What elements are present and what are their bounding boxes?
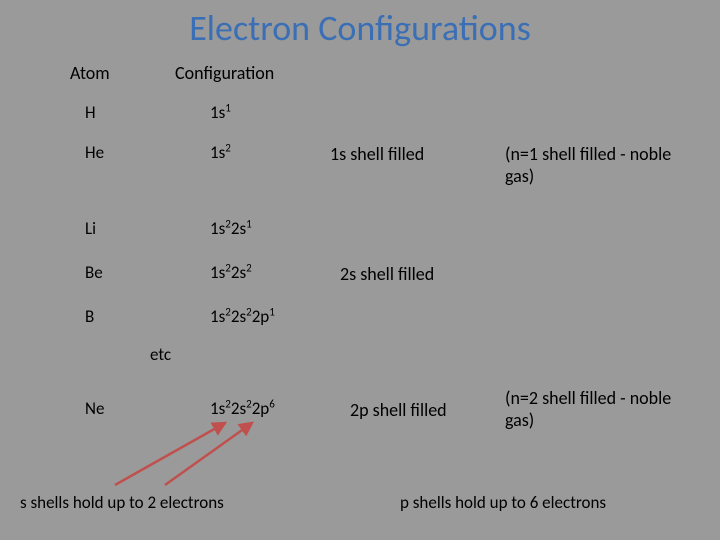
arrow-2 (0, 0, 720, 540)
